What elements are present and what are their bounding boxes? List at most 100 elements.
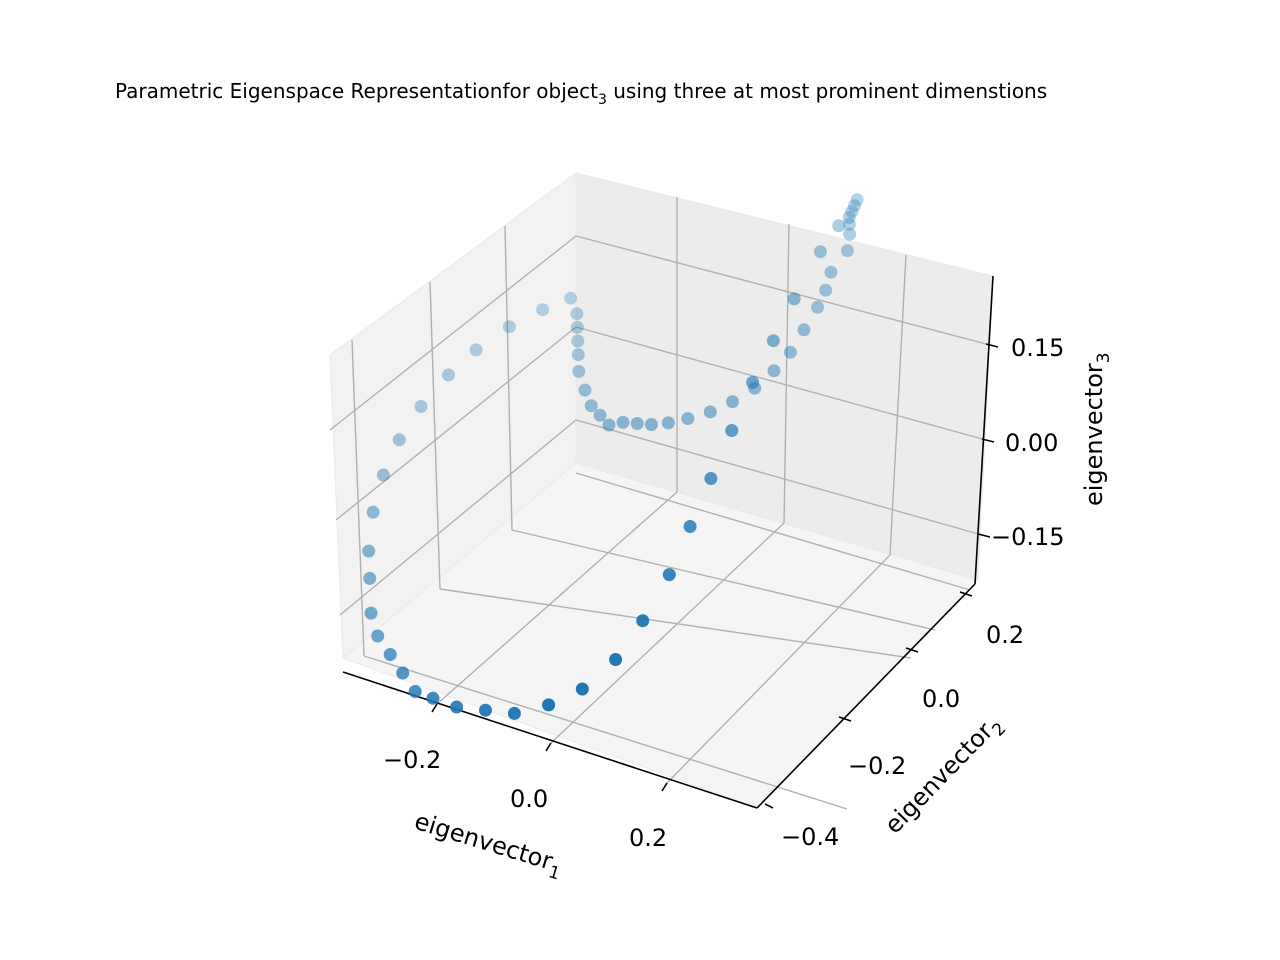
scatter-point — [819, 283, 833, 297]
scatter-point — [630, 417, 644, 430]
back-grid-z3 — [575, 419, 983, 536]
scatter-point — [811, 300, 824, 314]
left-grid-y3 — [504, 225, 513, 531]
scatter-point — [571, 348, 585, 362]
scatter-point — [602, 418, 616, 432]
left-grid-z2 — [335, 326, 577, 521]
z-tick-label: −0.15 — [991, 523, 1065, 551]
grid-lines — [329, 197, 991, 810]
floor-grid-x1 — [436, 491, 678, 705]
scatter-point — [542, 698, 556, 712]
scatter-point — [813, 245, 827, 259]
floor-grid-y2 — [439, 588, 912, 659]
scatter-point — [609, 653, 623, 666]
scatter-point — [704, 472, 718, 485]
scatter-point — [766, 334, 780, 348]
scatter-point — [843, 227, 857, 241]
scatter-point — [414, 400, 428, 413]
scatter-point — [575, 682, 589, 696]
back-grid-z2 — [575, 326, 987, 441]
scatter-point — [683, 520, 697, 533]
y-tick-label: −0.2 — [848, 752, 906, 780]
scatter-point — [362, 544, 376, 558]
scatter-point — [726, 395, 739, 409]
z-tick-label: 0.00 — [1005, 429, 1058, 457]
scatter-point — [392, 433, 406, 447]
back-grid-z1 — [575, 235, 991, 346]
x-tick-label: −0.2 — [383, 746, 441, 774]
left-grid-y2 — [429, 281, 441, 590]
y-ticks: −0.4 −0.2 0.0 0.2 — [764, 591, 1024, 851]
scatter-point — [662, 568, 676, 582]
floor-grid-x2 — [550, 522, 785, 744]
scatter-point — [426, 691, 440, 705]
scatter-point — [767, 364, 781, 378]
scatter-point — [797, 323, 811, 337]
floor-grid-y3 — [511, 529, 936, 631]
scatter-point — [746, 375, 760, 389]
scatter-point — [850, 193, 864, 207]
data-points — [362, 193, 864, 720]
scatter-point — [371, 629, 385, 643]
scatter-point — [842, 210, 856, 224]
z-axis-label: eigenvector3 — [1080, 352, 1114, 506]
scatter-point — [408, 685, 422, 698]
scatter-point — [383, 648, 397, 661]
scatter-point — [840, 244, 854, 258]
y-axis-line — [756, 583, 976, 809]
left-grid-z3 — [339, 419, 577, 616]
scatter-point — [644, 418, 658, 431]
scatter-point — [783, 345, 797, 359]
y-tick-label: 0.0 — [922, 685, 960, 713]
floor-pane — [342, 462, 979, 809]
scatter-point — [376, 468, 390, 482]
floor-grid-x3 — [666, 554, 891, 784]
scatter-point — [502, 320, 516, 334]
scatter-point — [363, 571, 377, 585]
scatter-point — [564, 291, 578, 305]
scatter-point — [450, 700, 464, 714]
scatter-point — [572, 364, 586, 378]
scatter-point — [469, 343, 483, 357]
x-axis-label: eigenvector1 — [409, 807, 566, 884]
scatter-point — [366, 505, 380, 519]
left-grid-y1 — [351, 339, 365, 657]
scatter-point — [636, 614, 650, 628]
scatter-point — [681, 412, 695, 425]
x-tick-label: 0.2 — [629, 824, 667, 852]
scatter-point — [703, 405, 717, 419]
scatter-point — [787, 292, 801, 306]
scatter-point — [584, 399, 598, 413]
scatter-point — [725, 424, 739, 437]
scatter-point — [616, 415, 630, 429]
scatter-point — [571, 334, 585, 348]
scatter-point — [570, 320, 584, 334]
z-tick-label: 0.15 — [1011, 334, 1064, 362]
chart-title: Parametric Eigenspace Representationfor … — [115, 79, 1047, 108]
scatter-point — [536, 303, 550, 317]
scatter-point — [507, 706, 521, 720]
scatter-point — [845, 205, 859, 219]
scatter-point — [593, 408, 607, 422]
scatter-point — [479, 703, 492, 717]
scatter-point — [848, 199, 861, 213]
z-ticks: 0.15 0.00 −0.15 — [977, 334, 1065, 551]
scatter-point — [832, 219, 846, 233]
y-tick-label: 0.2 — [986, 621, 1024, 649]
scatter-point — [661, 416, 675, 430]
scatter-point — [442, 368, 455, 382]
y-tick-label: −0.4 — [781, 823, 839, 851]
left-grid-z1 — [329, 235, 577, 431]
z-axis-line — [974, 275, 994, 585]
scatter-point — [364, 606, 378, 620]
scatter-point — [824, 265, 838, 279]
scatter-point — [570, 307, 584, 321]
scatter-point — [842, 217, 856, 231]
scatter-point — [396, 666, 410, 680]
x-ticks: −0.2 0.0 0.2 — [383, 703, 668, 852]
floor-grid-y1 — [363, 655, 848, 810]
floor-grid-y4 — [575, 472, 971, 591]
scatter-point — [578, 383, 592, 397]
